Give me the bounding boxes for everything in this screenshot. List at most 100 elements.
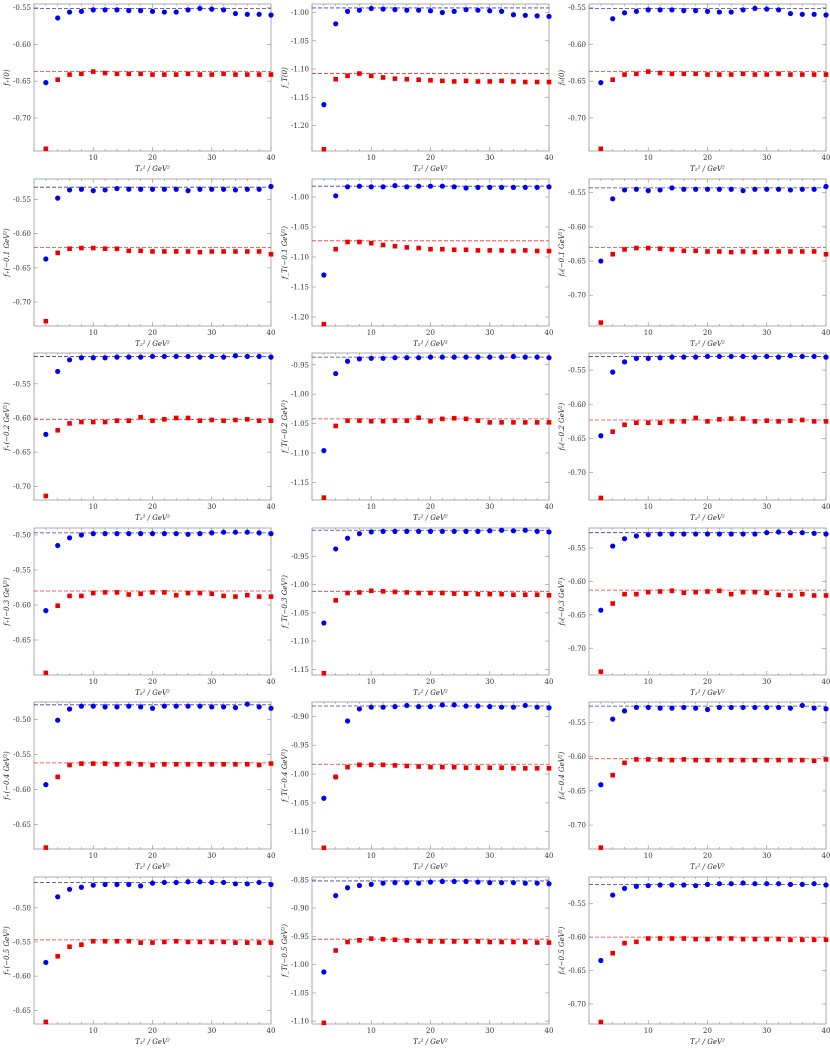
data-point-red: [185, 71, 191, 77]
data-point-red: [610, 772, 615, 778]
data-point-red: [233, 72, 238, 77]
data-point-red: [705, 249, 710, 254]
x-tick-label: 20: [426, 852, 435, 860]
data-point-blue: [657, 882, 663, 888]
data-point-red: [392, 589, 398, 595]
data-point-red: [499, 78, 504, 84]
data-point-blue: [439, 528, 445, 534]
data-point-blue: [66, 706, 73, 712]
y-tick-label: -0.65: [568, 787, 586, 795]
data-point-blue: [704, 706, 711, 713]
data-point-blue: [43, 80, 49, 86]
data-point-blue: [752, 704, 758, 711]
data-point-blue: [149, 186, 156, 192]
data-point-red: [717, 72, 722, 77]
data-point-blue: [149, 531, 156, 537]
x-tick-label: 40: [267, 852, 276, 860]
data-point-red: [681, 248, 687, 254]
data-point-red: [345, 939, 350, 945]
data-point-blue: [522, 354, 528, 360]
y-tick-label: -0.55: [13, 4, 31, 12]
data-point-blue: [522, 184, 528, 190]
data-point-blue: [823, 882, 829, 888]
data-point-blue: [232, 529, 239, 535]
data-point-red: [622, 591, 627, 597]
data-point-red: [90, 761, 96, 766]
data-point-blue: [704, 881, 711, 887]
data-point-red: [657, 757, 663, 762]
data-point-red: [800, 757, 805, 763]
data-point-red: [221, 418, 226, 423]
data-point-blue: [598, 80, 604, 86]
data-point-red: [463, 416, 469, 422]
x-tick-label: 30: [485, 154, 494, 162]
data-point-blue: [268, 354, 274, 360]
data-point-red: [717, 757, 722, 763]
data-point-blue: [114, 354, 120, 360]
data-point-blue: [138, 704, 144, 710]
y-tick-label: -0.90: [291, 905, 309, 913]
x-axis-label: T₂² / GeV²: [413, 863, 448, 871]
data-point-blue: [669, 185, 675, 191]
data-point-red: [534, 248, 540, 254]
data-point-red: [440, 416, 445, 422]
data-point-red: [451, 247, 457, 253]
data-point-red: [764, 418, 770, 423]
data-point-red: [126, 248, 132, 254]
data-point-blue: [598, 433, 604, 439]
data-point-red: [233, 594, 238, 599]
y-tick-label: -0.60: [13, 41, 31, 49]
data-point-blue: [380, 184, 386, 190]
data-point-red: [333, 774, 338, 780]
data-point-red: [90, 69, 96, 74]
data-point-blue: [522, 880, 528, 886]
data-point-red: [55, 954, 60, 959]
y-tick-label: -0.60: [13, 414, 31, 422]
data-point-red: [357, 590, 362, 595]
data-point-red: [811, 72, 817, 77]
data-point-red: [185, 415, 191, 421]
data-point-blue: [776, 704, 782, 711]
data-point-blue: [546, 13, 552, 20]
data-point-blue: [43, 959, 49, 966]
data-point-blue: [185, 703, 191, 709]
data-point-red: [776, 71, 781, 77]
data-point-red: [788, 418, 793, 423]
data-point-blue: [90, 882, 96, 888]
data-point-red: [764, 249, 770, 254]
data-point-red: [368, 936, 374, 941]
y-axis-label: f₊(−0.1 GeV²): [3, 228, 11, 278]
data-point-red: [669, 247, 675, 252]
data-point-red: [622, 422, 627, 428]
x-tick-label: 40: [822, 503, 830, 511]
data-point-blue: [126, 881, 132, 888]
data-point-blue: [404, 702, 410, 709]
data-point-blue: [728, 186, 734, 192]
data-point-red: [114, 590, 120, 595]
data-point-red: [392, 418, 398, 423]
x-tick-label: 40: [545, 678, 554, 686]
data-point-blue: [185, 7, 191, 13]
data-point-red: [598, 1019, 604, 1025]
data-point-blue: [451, 184, 457, 190]
data-point-blue: [681, 531, 687, 537]
data-point-red: [357, 239, 362, 245]
data-point-blue: [621, 10, 628, 16]
data-point-red: [475, 591, 481, 597]
data-point-blue: [499, 184, 505, 190]
data-point-blue: [244, 881, 250, 887]
data-point-red: [43, 1019, 49, 1025]
data-point-red: [392, 763, 398, 768]
data-point-red: [546, 79, 552, 85]
data-point-blue: [657, 705, 663, 711]
data-point-red: [345, 590, 350, 596]
data-point-blue: [173, 186, 179, 192]
data-point-red: [598, 669, 604, 674]
data-point-red: [428, 939, 433, 944]
data-point-blue: [221, 7, 227, 13]
data-point-blue: [78, 186, 84, 192]
data-point-blue: [633, 704, 639, 711]
y-tick-label: -0.60: [13, 973, 31, 981]
data-point-red: [55, 250, 60, 256]
y-tick-label: -0.70: [568, 292, 586, 300]
